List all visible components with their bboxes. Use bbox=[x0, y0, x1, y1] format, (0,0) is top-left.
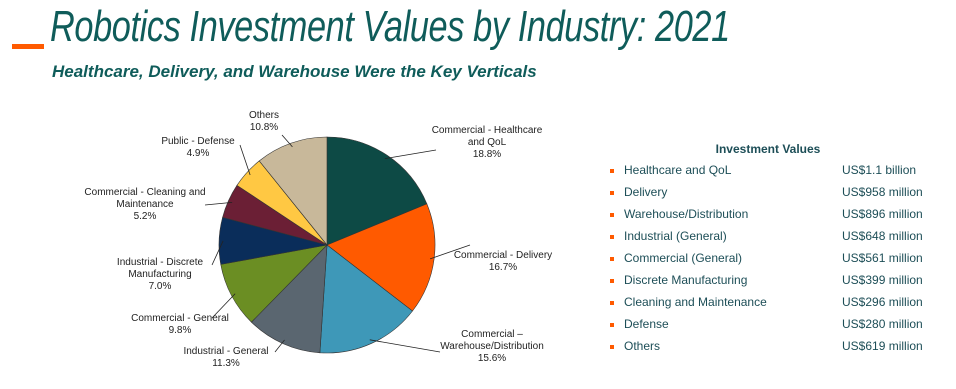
table-row: Healthcare and QoL US$1.1 billion bbox=[610, 163, 940, 181]
slice-label: Commercial - Delivery 16.7% bbox=[441, 250, 565, 274]
row-value: US$561 million bbox=[842, 251, 923, 265]
slice-label: Commercial - Healthcare and QoL 18.8% bbox=[425, 125, 549, 161]
bullet bbox=[610, 257, 614, 261]
subtitle: Healthcare, Delivery, and Warehouse Were… bbox=[52, 62, 537, 81]
row-name: Commercial (General) bbox=[624, 251, 743, 265]
table-row: Commercial (General) US$561 million bbox=[610, 251, 940, 269]
slice-label: Commercial - Cleaning and Maintenance 5.2… bbox=[83, 187, 207, 223]
slice-value: 4.9% bbox=[186, 148, 210, 159]
slice-value: 7.0% bbox=[148, 281, 172, 292]
slice-name: Industrial - General bbox=[183, 346, 269, 357]
leader-line bbox=[384, 149, 437, 159]
bullet bbox=[610, 235, 614, 239]
title-accent bbox=[12, 44, 44, 49]
pie-slice bbox=[326, 203, 436, 312]
row-value: US$896 million bbox=[842, 207, 923, 221]
leader-line bbox=[369, 339, 441, 353]
leader-line bbox=[239, 144, 251, 176]
bullet bbox=[610, 213, 614, 217]
row-value: US$296 million bbox=[842, 295, 923, 309]
slice-label: Public - Defense 4.9% bbox=[136, 136, 260, 160]
pie-slice bbox=[258, 136, 328, 246]
table-row: Industrial (General) US$648 million bbox=[610, 229, 940, 247]
table-row: Others US$619 million bbox=[610, 339, 940, 357]
leader-line bbox=[211, 240, 224, 266]
row-name: Industrial (General) bbox=[624, 229, 727, 243]
slice-value: 5.2% bbox=[133, 211, 157, 222]
row-value: US$619 million bbox=[842, 339, 923, 353]
row-name: Cleaning and Maintenance bbox=[624, 295, 767, 309]
table-row: Cleaning and Maintenance US$296 million bbox=[610, 295, 940, 313]
bullet bbox=[610, 279, 614, 283]
table-title: Investment Values bbox=[715, 142, 821, 156]
pie-slice bbox=[326, 136, 428, 246]
bullet bbox=[610, 345, 614, 349]
row-value: US$1.1 billion bbox=[842, 163, 917, 177]
slice-name: Industrial - Discrete Manufacturing bbox=[116, 257, 204, 280]
slice-name: Commercial - Delivery bbox=[453, 250, 553, 261]
leader-line bbox=[429, 244, 471, 260]
slice-label: Industrial - Discrete Manufacturing 7.0% bbox=[98, 257, 222, 293]
slice-value: 18.8% bbox=[472, 149, 502, 160]
leader-line bbox=[211, 293, 236, 319]
slice-label: Industrial - General 11.3% bbox=[164, 346, 288, 370]
row-value: US$648 million bbox=[842, 229, 923, 243]
leader-line bbox=[281, 134, 293, 148]
slice-value: 9.8% bbox=[168, 325, 192, 336]
row-name: Others bbox=[624, 339, 661, 353]
slice-name: Commercial - Cleaning and Maintenance bbox=[84, 187, 206, 210]
row-value: US$280 million bbox=[842, 317, 923, 331]
slice-label: Others 10.8% bbox=[202, 110, 326, 134]
table-row: Defense US$280 million bbox=[610, 317, 940, 335]
row-name: Discrete Manufacturing bbox=[624, 273, 748, 287]
slice-name: Commercial - General bbox=[131, 313, 229, 324]
slice-label: Commercial – Warehouse/Distribution 15.6% bbox=[430, 329, 554, 365]
slice-name: Commercial - Healthcare and QoL bbox=[431, 125, 543, 148]
leader-line bbox=[204, 201, 233, 206]
table-row: Delivery US$958 million bbox=[610, 185, 940, 203]
row-value: US$958 million bbox=[842, 185, 923, 199]
slice-value: 11.3% bbox=[212, 358, 240, 369]
slice-value: 10.8% bbox=[249, 122, 279, 133]
bullet bbox=[610, 191, 614, 195]
slice-name: Commercial – Warehouse/Distribution bbox=[440, 329, 544, 352]
row-name: Healthcare and QoL bbox=[624, 163, 732, 177]
table-row: Warehouse/Distribution US$896 million bbox=[610, 207, 940, 225]
slice-name: Others bbox=[248, 110, 279, 121]
slice-value: 16.7% bbox=[488, 262, 518, 273]
bullet bbox=[610, 169, 614, 173]
pie-slice bbox=[250, 244, 328, 354]
title: Robotics Investment Values by Industry: … bbox=[50, 2, 730, 51]
leader-line bbox=[274, 339, 285, 353]
table-row: Discrete Manufacturing US$399 million bbox=[610, 273, 940, 291]
bullet bbox=[610, 301, 614, 305]
row-name: Warehouse/Distribution bbox=[624, 207, 749, 221]
row-value: US$399 million bbox=[842, 273, 923, 287]
bullet bbox=[610, 323, 614, 327]
slice-label: Commercial - General 9.8% bbox=[118, 313, 242, 337]
slice-name: Public - Defense bbox=[161, 136, 235, 147]
slice-value: 15.6% bbox=[477, 353, 507, 364]
row-name: Defense bbox=[624, 317, 669, 331]
pie-slice bbox=[319, 244, 413, 354]
row-name: Delivery bbox=[624, 185, 668, 199]
